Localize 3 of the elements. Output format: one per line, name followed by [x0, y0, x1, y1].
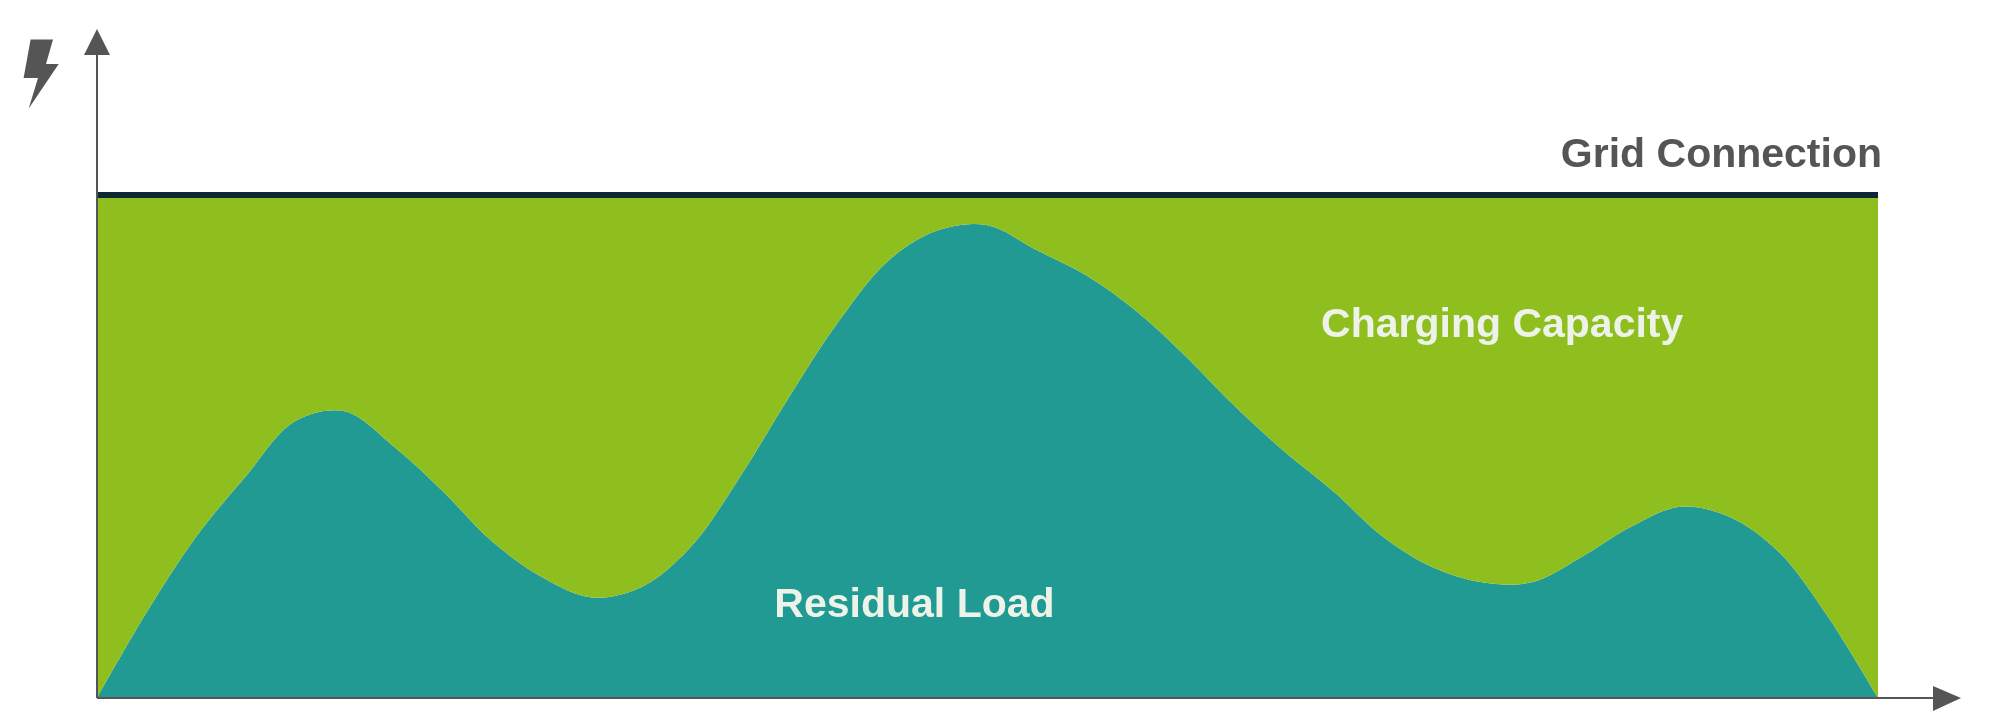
series-label: Charging Capacity: [1321, 299, 1684, 346]
series-label: Residual Load: [774, 579, 1055, 626]
ref-line-label: Grid Connection: [1560, 130, 1882, 176]
